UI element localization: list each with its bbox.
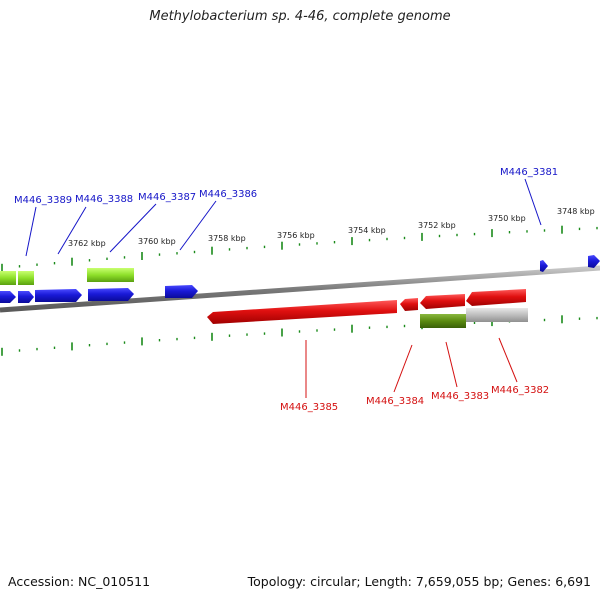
gray-feature[interactable] [466, 308, 528, 322]
gene-label-m446-3386[interactable]: M446_3386 [199, 189, 257, 200]
scale-label: 3760 kbp [138, 237, 176, 246]
gene-label-m446-3381[interactable]: M446_3381 [500, 167, 558, 178]
reverse-gene[interactable] [466, 289, 526, 306]
lime-feature[interactable] [87, 268, 134, 282]
reverse-gene[interactable] [400, 298, 418, 311]
gene-label-m446-3383[interactable]: M446_3383 [431, 391, 489, 402]
forward-gene[interactable] [18, 291, 34, 303]
scale-label: 3758 kbp [208, 234, 246, 243]
leader-line [57, 206, 87, 255]
gene-label-m446-3387[interactable]: M446_3387 [138, 192, 196, 203]
forward-gene[interactable] [88, 288, 134, 301]
leader-line [445, 341, 458, 388]
scale-label: 3748 kbp [557, 207, 595, 216]
scale-label: 3756 kbp [277, 231, 315, 240]
forward-gene[interactable] [588, 255, 600, 268]
leader-line [524, 178, 542, 226]
forward-gene[interactable] [0, 291, 16, 303]
forward-gene[interactable] [165, 285, 198, 298]
leader-line [498, 337, 518, 383]
scale-label: 3762 kbp [68, 239, 106, 248]
gene-label-m446-3384[interactable]: M446_3384 [366, 396, 424, 407]
lime-feature[interactable] [18, 271, 34, 285]
gene-label-m446-3389[interactable]: M446_3389 [14, 195, 72, 206]
gene-label-m446-3382[interactable]: M446_3382 [491, 385, 549, 396]
inner-tick-track [1, 315, 598, 356]
forward-gene[interactable] [35, 289, 82, 302]
reverse-gene[interactable] [420, 294, 465, 309]
leader-line [179, 200, 217, 251]
forward-gene[interactable] [540, 260, 548, 272]
scale-label: 3752 kbp [418, 221, 456, 230]
scale-label: 3754 kbp [348, 226, 386, 235]
leader-line [25, 206, 37, 257]
reverse-gene[interactable] [207, 300, 397, 324]
map-title: Methylobacterium sp. 4-46, complete geno… [149, 9, 451, 24]
genome-backbone [0, 265, 600, 313]
scale-label: 3750 kbp [488, 214, 526, 223]
gene-label-m446-3385[interactable]: M446_3385 [280, 402, 338, 413]
leader-line [393, 344, 413, 393]
accession-text: Accession: NC_010511 [8, 574, 151, 589]
gene-label-m446-3388[interactable]: M446_3388 [75, 194, 133, 205]
outer-tick-track [1, 225, 598, 272]
leader-line [109, 203, 157, 253]
olive-feature[interactable] [420, 314, 466, 328]
genome-summary-text: Topology: circular; Length: 7,659,055 bp… [247, 574, 591, 589]
lime-feature[interactable] [0, 271, 16, 285]
